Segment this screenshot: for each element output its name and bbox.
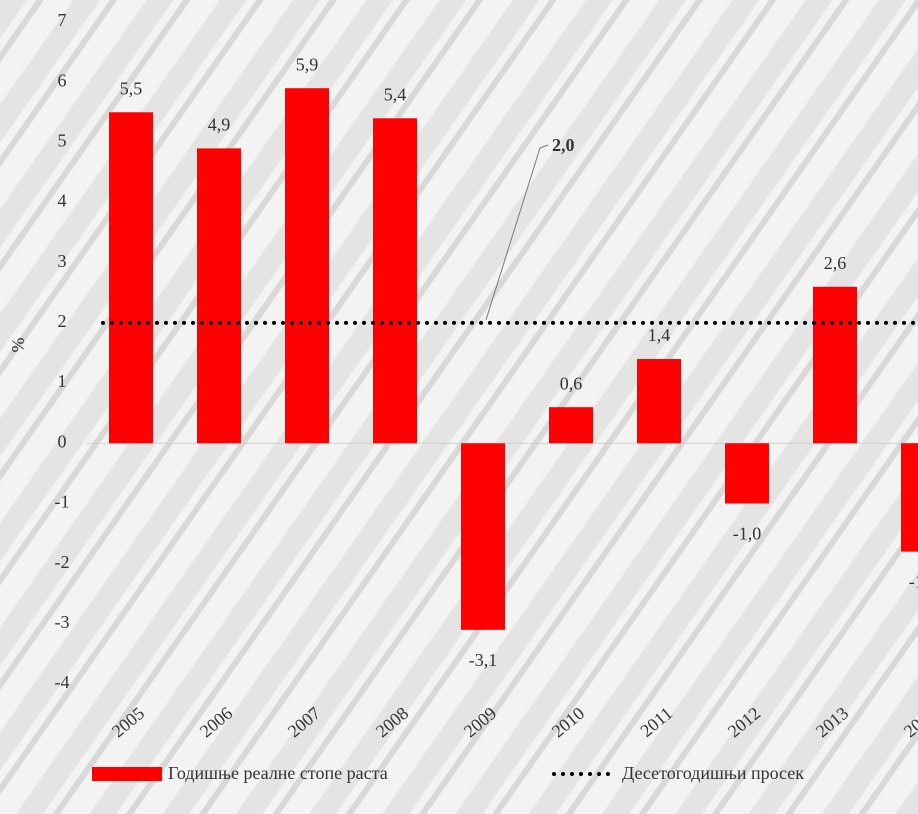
bar bbox=[461, 443, 505, 630]
value-label: -3,1 bbox=[469, 650, 498, 670]
bar bbox=[637, 359, 681, 444]
value-label: 5,4 bbox=[384, 84, 407, 104]
y-tick-label: 2 bbox=[58, 311, 67, 331]
legend-label: Годишње реалне стопе раста bbox=[168, 763, 388, 783]
y-tick-label: -3 bbox=[55, 612, 70, 632]
y-tick-label: 7 bbox=[58, 10, 67, 30]
bar bbox=[197, 148, 241, 444]
value-label: 2,6 bbox=[824, 253, 847, 273]
legend-swatch bbox=[92, 767, 162, 781]
y-tick-label: 1 bbox=[58, 371, 67, 391]
value-label: 4,9 bbox=[208, 115, 231, 135]
bar bbox=[901, 443, 918, 552]
legend-label: Десетогодишњи просек bbox=[622, 763, 804, 783]
bar bbox=[373, 118, 417, 444]
y-tick-label: -4 bbox=[55, 672, 70, 692]
bar bbox=[549, 407, 593, 444]
value-label: 5,5 bbox=[120, 78, 143, 98]
y-tick-label: -1 bbox=[55, 492, 70, 512]
value-label: -1,8 bbox=[909, 572, 918, 592]
value-label: 1,4 bbox=[648, 325, 671, 345]
bar bbox=[285, 88, 329, 444]
y-tick-label: 6 bbox=[58, 70, 67, 90]
value-label: 0,6 bbox=[560, 373, 583, 393]
y-tick-label: -2 bbox=[55, 552, 70, 572]
y-tick-label: 3 bbox=[58, 251, 67, 271]
y-tick-label: 5 bbox=[58, 130, 67, 150]
bar bbox=[725, 443, 769, 504]
value-label: 5,9 bbox=[296, 54, 319, 74]
bar bbox=[109, 112, 153, 444]
value-label: -1,0 bbox=[733, 524, 762, 544]
bar bbox=[813, 286, 857, 444]
y-tick-label: 0 bbox=[58, 431, 67, 451]
leader-line bbox=[485, 144, 549, 321]
average-label: 2,0 bbox=[552, 135, 575, 155]
y-axis-label: % bbox=[8, 338, 28, 353]
y-tick-label: 4 bbox=[58, 191, 67, 211]
